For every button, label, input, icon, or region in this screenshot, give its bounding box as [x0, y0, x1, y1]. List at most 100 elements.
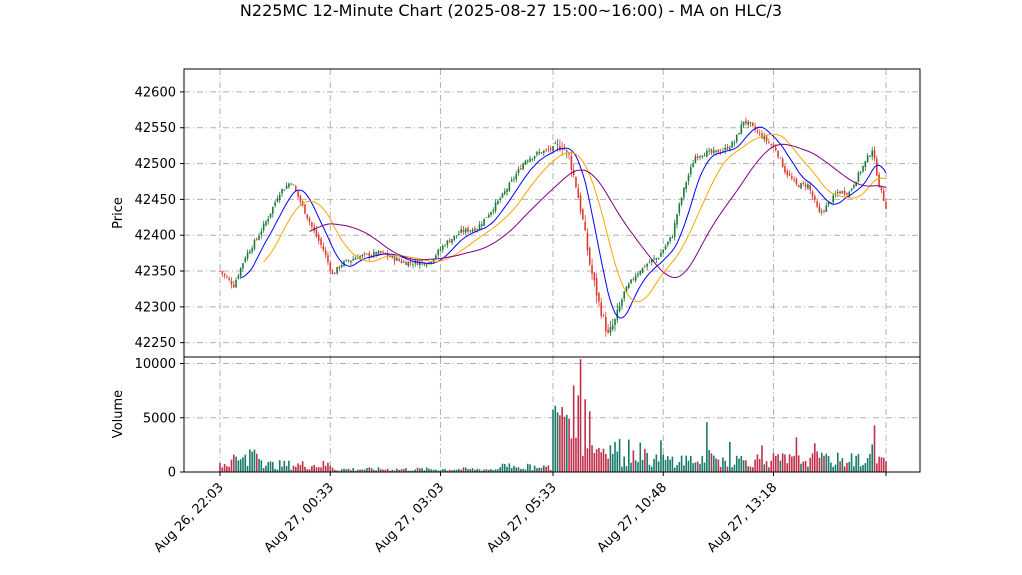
volume-bar — [568, 418, 570, 472]
volume-bar — [768, 467, 770, 472]
candle-body — [467, 227, 469, 232]
volume-bar — [836, 452, 839, 472]
volume-bar — [359, 469, 361, 472]
volume-bar — [430, 469, 433, 472]
price-y-ticks: 42250 42300 42350 42400 42450 42500 42550 42600 — [135, 85, 184, 351]
volume-bar — [306, 469, 309, 472]
volume-bar — [664, 459, 667, 472]
candle-body — [368, 253, 371, 257]
candle-body — [706, 150, 708, 157]
volume-bar — [230, 459, 233, 472]
volume-bar — [352, 468, 355, 472]
candle-body — [405, 262, 407, 265]
candle-body — [396, 258, 398, 261]
volume-bar — [513, 465, 515, 472]
candle-body — [802, 182, 805, 184]
volume-bar — [579, 359, 582, 472]
volume-bar — [859, 466, 862, 472]
candle-body — [363, 253, 366, 255]
price-y-tick-label: 42250 — [135, 336, 176, 351]
volume-bar — [377, 467, 380, 472]
volume-bar — [825, 453, 828, 472]
candle-body — [614, 319, 616, 326]
candle-body — [627, 283, 630, 288]
candle-body — [625, 286, 628, 293]
volume-bar — [267, 462, 270, 472]
volume-bar — [327, 462, 329, 472]
candle-body — [430, 261, 433, 264]
candle-body — [235, 280, 237, 288]
candle-body — [274, 202, 276, 206]
volume-bar — [223, 463, 226, 472]
x-tick-label: Aug 27, 00:33 — [262, 480, 338, 556]
volume-bar — [586, 448, 589, 472]
volume-bar — [340, 469, 343, 472]
candle-body — [492, 210, 495, 212]
volume-bar — [276, 469, 279, 472]
candle-body — [503, 191, 506, 195]
volume-bar — [297, 463, 299, 472]
candle-body — [751, 122, 754, 126]
candle-body — [276, 199, 279, 202]
price-y-tick-label: 42300 — [135, 300, 176, 315]
volume-bar — [563, 416, 566, 472]
candle-body — [869, 155, 871, 157]
volume-bar — [536, 468, 538, 472]
volume-bar — [285, 466, 288, 472]
price-y-tick-label: 42500 — [135, 157, 176, 172]
candle-body — [857, 172, 860, 182]
volume-bar — [715, 458, 717, 472]
candle-body — [338, 266, 341, 269]
volume-bar — [382, 469, 384, 472]
candle-body — [334, 273, 336, 275]
candle-body — [526, 160, 529, 162]
volume-bar — [398, 469, 400, 472]
volume-bar — [334, 469, 336, 472]
volume-bar — [260, 460, 263, 472]
candle-body — [540, 152, 543, 154]
volume-bar — [559, 415, 561, 472]
candle-body — [818, 206, 821, 213]
volume-bar — [600, 452, 603, 472]
volume-bar — [575, 437, 577, 472]
candle-body — [754, 126, 756, 130]
candle-body — [747, 121, 750, 125]
volume-bar — [453, 469, 456, 472]
candle-body — [745, 120, 747, 124]
candle-body — [311, 222, 313, 227]
volume-bar — [531, 470, 534, 472]
candle-body — [653, 258, 655, 260]
volume-bar — [336, 470, 338, 472]
candle-body — [701, 155, 704, 158]
candle-body — [882, 190, 885, 201]
candle-body — [885, 201, 887, 209]
candle-body — [464, 228, 467, 233]
volume-bar — [396, 468, 398, 472]
volume-bar — [765, 461, 768, 472]
candle-body — [836, 191, 839, 194]
volume-bar — [446, 470, 449, 472]
volume-bar — [386, 468, 389, 472]
volume-bar — [253, 449, 256, 472]
volume-bar — [689, 455, 692, 472]
candle-body — [880, 186, 883, 190]
volume-bar — [786, 463, 789, 472]
volume-bar — [301, 461, 304, 472]
candle-body — [758, 132, 761, 134]
candle-body — [290, 183, 292, 185]
candle-body — [249, 251, 251, 254]
candle-body — [317, 235, 320, 241]
volume-bar — [637, 462, 639, 472]
volume-bar — [343, 468, 345, 472]
volume-bar — [262, 468, 265, 472]
candle-body — [292, 184, 295, 186]
candle-body — [565, 150, 568, 152]
candle-body — [556, 144, 559, 146]
volume-bar — [855, 455, 857, 472]
candle-body — [639, 271, 642, 275]
volume-y-ticks: 0 5000 10000 — [135, 357, 184, 481]
candle-body — [611, 325, 614, 330]
volume-bars — [219, 359, 887, 472]
volume-bar — [648, 464, 651, 472]
candle-body — [685, 182, 688, 190]
